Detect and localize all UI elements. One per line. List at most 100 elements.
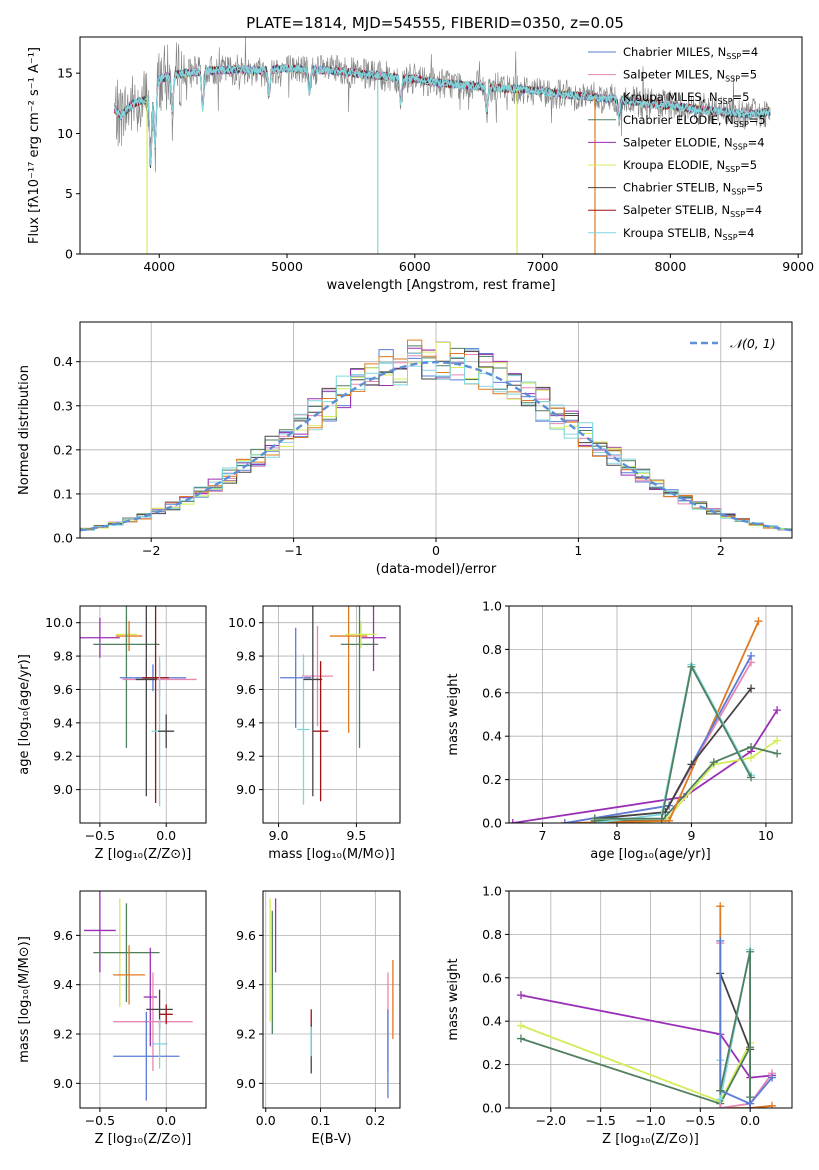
y-tick-label: 0.4 — [482, 729, 502, 744]
x-tick-label: 9000 — [782, 259, 814, 274]
y-tick-label: 0.8 — [482, 927, 502, 942]
weight-marker — [716, 1086, 725, 1095]
y-tick-label: 9.6 — [53, 682, 73, 697]
y-tick-label: 15 — [57, 66, 73, 81]
plot-area-mass-vs-Z — [80, 891, 206, 1108]
axes-frame — [508, 605, 793, 824]
weight-series-line — [564, 655, 752, 823]
weight-marker — [716, 936, 725, 945]
legend-label: Kroupa ELODIE, N — [623, 158, 725, 172]
y-axis-label: mass [log₁₀(M/M⊙)] — [17, 936, 32, 1063]
legend-label: Salpeter MILES, N — [623, 68, 725, 82]
figure-title: PLATE=1814, MJD=54555, FIBERID=0350, z=0… — [246, 14, 624, 32]
y-tick-label: 0.4 — [482, 1014, 502, 1029]
panel-weight-vs-Z: −2.0 −1.5 −1.0 −0.5 0.0 0.0 0.2 0.4 0.6 0.8 1.0 Z [… — [446, 884, 793, 1147]
panel-spectrum: 4000 5000 6000 7000 8000 9000 0 5 10 15 wavelength… — [27, 36, 814, 293]
y-tick-label: 1.0 — [482, 599, 502, 614]
legend-eq: =5 — [746, 181, 763, 195]
legend-entry: Salpeter STELIB, NSSP=4 — [623, 203, 762, 219]
y-tick-label: 9.0 — [236, 782, 256, 797]
y-tick-label: 9.2 — [53, 749, 73, 764]
legend-entry: Salpeter ELODIE, NSSP=4 — [623, 135, 765, 151]
x-tick-label: 9.0 — [269, 828, 289, 843]
weight-marker — [516, 1021, 525, 1030]
weight-marker — [773, 736, 782, 745]
legend-entry: Chabrier STELIB, NSSP=5 — [623, 181, 763, 197]
y-tick-label: 9.0 — [53, 1076, 73, 1091]
panel-weight-vs-age: 7 8 9 10 0.0 0.2 0.4 0.6 0.8 1.0 age [log₁₀(age/yr… — [446, 599, 793, 862]
y-tick-label: 0.0 — [482, 816, 502, 831]
x-tick-label: 2 — [717, 543, 725, 558]
legend-sub: SSP — [725, 165, 740, 174]
weight-series-line — [594, 664, 752, 820]
legend-eq: =5 — [740, 68, 757, 82]
legend-sub: SSP — [723, 233, 738, 242]
legend-label: Chabrier STELIB, N — [623, 181, 731, 195]
x-axis-label: Z [log₁₀(Z/Z⊙)] — [95, 847, 192, 862]
legend-eq: =5 — [740, 158, 757, 172]
weight-series-line — [520, 994, 773, 1079]
weight-marker — [768, 1073, 777, 1082]
weight-marker — [768, 1101, 777, 1108]
y-tick-label: 9.6 — [236, 928, 256, 943]
y-tick-label: 0.3 — [53, 398, 73, 413]
legend-sub: SSP — [734, 120, 749, 129]
weight-marker — [747, 753, 756, 762]
x-tick-label: 7 — [539, 828, 547, 843]
x-tick-label: −0.5 — [85, 828, 115, 843]
x-tick-label: 0.0 — [156, 828, 176, 843]
x-tick-label: 7000 — [527, 259, 559, 274]
y-axis-label: mass weight — [446, 673, 461, 755]
legend-eq: =5 — [733, 90, 750, 104]
plot-area-residuals — [80, 322, 792, 538]
gaussian-curve — [80, 360, 792, 532]
plot-area-weight-vs-Z — [509, 891, 792, 1108]
legend-entry: Salpeter MILES, NSSP=5 — [623, 68, 757, 84]
plot-area-age-vs-mass — [263, 606, 400, 823]
y-axis-label: Normed distribution — [17, 365, 32, 495]
y-tick-label: 0.0 — [53, 531, 73, 546]
weight-marker — [665, 816, 674, 823]
panel-mass-vs-Z: −0.5 0.0 9.0 9.2 9.4 9.6 Z [log₁₀(Z/Z⊙)] mass [… — [17, 890, 207, 1147]
legend-label: Chabrier ELODIE, N — [623, 113, 734, 127]
axes-frame — [262, 605, 401, 824]
weight-marker — [716, 902, 725, 911]
weight-series-line — [594, 687, 752, 820]
weight-marker — [746, 947, 755, 956]
plot-area-mass-vs-EBV — [263, 891, 400, 1108]
legend-eq: =4 — [748, 135, 765, 149]
x-tick-label: 0.0 — [740, 1113, 760, 1128]
plot-area-age-vs-Z — [80, 606, 206, 823]
y-axis-label: age [log₁₀(age/yr)] — [17, 654, 32, 775]
y-tick-label: 0.2 — [482, 772, 502, 787]
y-tick-label: 9.0 — [236, 1076, 256, 1091]
y-tick-label: 10.0 — [45, 615, 73, 630]
weight-marker — [773, 706, 782, 715]
y-tick-label: 9.4 — [236, 715, 256, 730]
axes-frame — [79, 890, 207, 1109]
legend-entry: Chabrier MILES, NSSP=4 — [623, 45, 758, 61]
weight-marker — [747, 651, 756, 660]
axes-frame — [79, 605, 207, 824]
legend-eq: =4 — [745, 203, 762, 217]
legend-entry: Chabrier ELODIE, NSSP=5 — [623, 113, 766, 129]
weight-series-line — [520, 1024, 751, 1103]
weight-marker — [687, 760, 696, 769]
x-axis-label: Z [log₁₀(Z/Z⊙)] — [602, 1132, 699, 1147]
legend-label: Kroupa STELIB, N — [623, 226, 723, 240]
x-axis-label: wavelength [Angstrom, rest frame] — [327, 278, 556, 293]
y-tick-label: 9.0 — [53, 782, 73, 797]
y-tick-label: 9.8 — [236, 649, 256, 664]
legend-label: Salpeter ELODIE, N — [623, 135, 733, 149]
x-tick-label: 0 — [432, 543, 440, 558]
legend-sub: SSP — [730, 210, 745, 219]
weight-series-line — [520, 1037, 751, 1105]
weight-marker — [709, 758, 718, 767]
x-axis-label: age [log₁₀(age/yr)] — [590, 847, 711, 862]
model-spectrum-kroupa-stelib — [114, 63, 771, 162]
weight-series-line — [564, 620, 760, 823]
x-tick-label: −2.0 — [536, 1113, 566, 1128]
weight-marker — [560, 819, 569, 823]
x-tick-label: −1 — [284, 543, 302, 558]
